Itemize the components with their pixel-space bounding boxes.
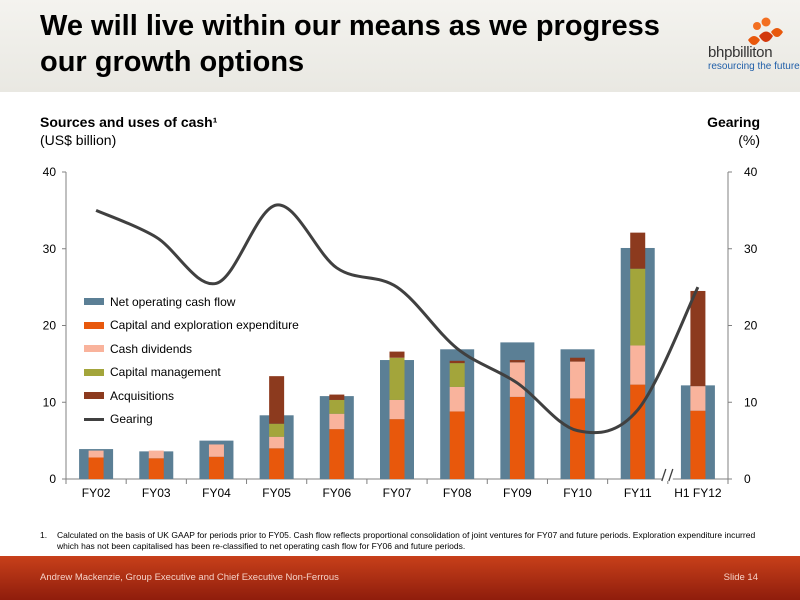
- legend-item: Capital and exploration expenditure: [84, 314, 299, 338]
- slide-number: Slide 14: [723, 572, 758, 583]
- cash-dividends-bar: [570, 361, 586, 399]
- acquisitions-bar: [509, 360, 525, 363]
- legend-item: Cash dividends: [84, 337, 299, 361]
- capital-management-bar: [389, 357, 405, 400]
- acquisitions-bar: [389, 351, 405, 358]
- x-tick-label: FY08: [443, 486, 472, 500]
- x-tick-label: FY05: [262, 486, 291, 500]
- left-tick-label: 0: [49, 472, 56, 486]
- x-tick-label: FY06: [322, 486, 351, 500]
- gearing-line: [95, 203, 700, 435]
- acquisitions-bar: [449, 360, 465, 364]
- cash-dividends-bar: [269, 436, 285, 449]
- axis-break-mark: [661, 468, 667, 482]
- bhp-logo-icon: [748, 17, 783, 45]
- capex-bar: [269, 448, 285, 479]
- left-tick-label: 20: [43, 319, 57, 333]
- cash-gearing-chart: 0 10 20 30 40 0 10 20 30 40 FY02 FY03 FY04 FY05 FY06 FY…: [43, 165, 758, 500]
- axis-break-gap: [662, 469, 673, 481]
- x-tick-label: FY09: [503, 486, 532, 500]
- acquisitions-bar: [630, 232, 646, 269]
- capex-bar: [389, 419, 405, 479]
- left-tick-label: 40: [43, 165, 57, 179]
- x-tick-label: FY03: [142, 486, 171, 500]
- x-tick-label: FY04: [202, 486, 231, 500]
- slide-title: We will live within our means as we prog…: [40, 10, 660, 78]
- footnote-text: Calculated on the basis of UK GAAP for p…: [57, 530, 756, 551]
- left-axis-title: Sources and uses of cash¹: [40, 114, 218, 130]
- x-tick-label: FY02: [82, 486, 111, 500]
- right-tick-label: 30: [744, 242, 758, 256]
- right-axis-title: Gearing: [707, 114, 760, 130]
- x-tick-label: FY11: [624, 486, 652, 500]
- left-tick-label: 30: [43, 242, 57, 256]
- legend-item: Acquisitions: [84, 384, 299, 408]
- capital-management-bar: [449, 363, 465, 387]
- cash-dividends-bar: [509, 362, 525, 397]
- right-tick-label: 20: [744, 319, 758, 333]
- slide-header: We will live within our means as we prog…: [0, 0, 800, 92]
- legend-label: Cash dividends: [110, 341, 193, 356]
- presenter-line: Andrew Mackenzie, Group Executive and Ch…: [40, 572, 339, 583]
- left-tick-label: 10: [43, 395, 57, 409]
- logo-wordmark: bhpbilliton: [708, 44, 773, 61]
- cash-dividends-bar: [208, 444, 224, 457]
- capital-management-bar: [630, 268, 646, 346]
- capex-bar: [148, 458, 164, 479]
- capex-bar: [690, 410, 706, 479]
- legend-swatch: [84, 417, 104, 421]
- left-axis-unit: (US$ billion): [40, 132, 117, 148]
- acquisitions-bar: [570, 357, 586, 362]
- legend-swatch: [84, 368, 104, 376]
- cash-dividends-bar: [449, 386, 465, 412]
- right-tick-label: 0: [744, 472, 751, 486]
- capex-bar: [570, 398, 586, 479]
- capex-bar: [509, 396, 525, 479]
- legend-swatch: [84, 392, 104, 400]
- capex-bar: [630, 384, 646, 479]
- cash-dividends-bar: [148, 450, 164, 459]
- x-tick-label: FY10: [563, 486, 592, 500]
- slide-footer: Andrew Mackenzie, Group Executive and Ch…: [0, 556, 800, 600]
- legend-label: Acquisitions: [110, 388, 175, 403]
- cash-dividends-bar: [690, 386, 706, 411]
- cash-dividends-bar: [329, 413, 345, 430]
- acquisitions-bar: [329, 394, 345, 400]
- right-axis-unit: (%): [738, 132, 760, 148]
- axis-break-mark: [668, 468, 674, 482]
- cash-dividends-bar: [630, 345, 646, 385]
- legend-swatch: [84, 321, 104, 329]
- capex-bar: [88, 457, 104, 479]
- legend-label: Net operating cash flow: [110, 294, 236, 309]
- acquisitions-bar: [690, 290, 706, 387]
- chart-legend: Net operating cash flow Capital and expl…: [84, 290, 299, 431]
- legend-item: Capital management: [84, 361, 299, 385]
- capex-bar: [329, 429, 345, 479]
- logo-tagline: resourcing the future: [708, 61, 800, 72]
- capital-management-bar: [269, 423, 285, 437]
- legend-swatch: [84, 345, 104, 353]
- right-tick-label: 40: [744, 165, 758, 179]
- x-tick-label: FY07: [383, 486, 412, 500]
- legend-item: Gearing: [84, 408, 299, 432]
- capital-management-bar: [329, 399, 345, 414]
- capex-bar: [449, 411, 465, 479]
- legend-item: Net operating cash flow: [84, 290, 299, 314]
- legend-swatch: [84, 298, 104, 306]
- legend-label: Gearing: [110, 412, 153, 427]
- right-tick-label: 10: [744, 395, 758, 409]
- cash-dividends-bar: [88, 450, 104, 458]
- cash-dividends-bar: [389, 399, 405, 420]
- legend-label: Capital and exploration expenditure: [110, 318, 299, 333]
- x-tick-label: H1 FY12: [674, 486, 722, 500]
- footnote-number: 1.: [40, 530, 48, 540]
- acquisitions-bar: [269, 376, 285, 424]
- capex-bar: [208, 456, 224, 479]
- legend-label: Capital management: [110, 365, 221, 380]
